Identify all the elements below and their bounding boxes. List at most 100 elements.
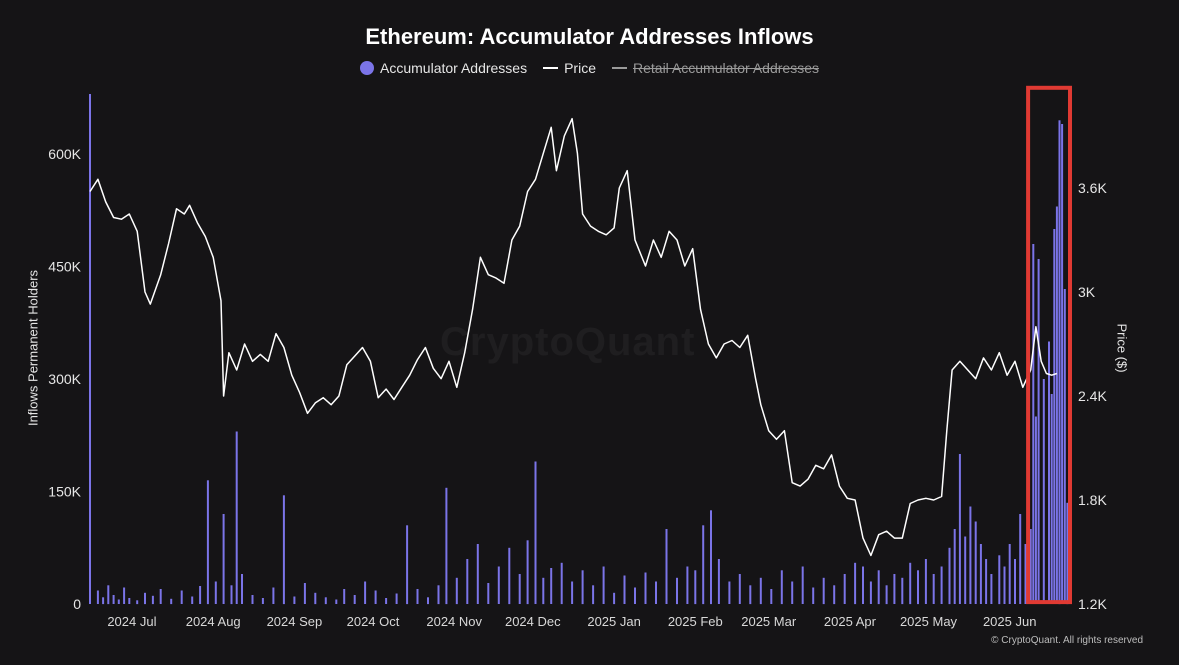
- bar: [655, 581, 657, 604]
- bar: [932, 574, 935, 604]
- y-left-axis-title: Inflows Permanent Holders: [25, 269, 41, 427]
- y-right-tick-label: 1.2K: [1078, 596, 1107, 612]
- bar: [374, 590, 377, 604]
- bar: [1024, 544, 1027, 604]
- bar: [107, 585, 110, 605]
- bar: [180, 590, 183, 604]
- x-tick-label: 2024 Oct: [347, 614, 400, 629]
- bar: [1050, 394, 1053, 604]
- bar: [526, 540, 529, 605]
- legend-item-accumulator[interactable]: Accumulator Addresses: [360, 60, 527, 76]
- y-right-tick-label: 2.4K: [1078, 388, 1107, 404]
- bar: [123, 587, 126, 604]
- highlight-box-layer: [1026, 85, 1072, 605]
- x-tick-label: 2024 Jul: [107, 614, 156, 629]
- legend-label-retail: Retail Accumulator Addresses: [633, 60, 819, 76]
- legend-label-accumulator: Accumulator Addresses: [380, 60, 528, 76]
- bar: [314, 592, 317, 605]
- bar: [117, 599, 120, 604]
- y-right-tick-label: 3.6K: [1078, 180, 1107, 196]
- x-tick-label: 2024 Sep: [267, 614, 323, 629]
- bar: [791, 581, 794, 604]
- y-right-tick-label: 3K: [1078, 284, 1096, 300]
- bar: [833, 585, 836, 605]
- bar: [222, 514, 225, 604]
- copyright-footer: © CryptoQuant. All rights reserved: [991, 635, 1143, 646]
- bar: [854, 562, 857, 605]
- bar: [901, 577, 904, 605]
- legend-dot-icon: [360, 61, 375, 75]
- bar: [1048, 341, 1050, 604]
- bar: [843, 574, 846, 604]
- bar: [1029, 529, 1032, 604]
- bar: [170, 598, 173, 605]
- bar: [710, 510, 712, 605]
- bar: [335, 599, 338, 604]
- bar: [437, 585, 440, 605]
- x-tick-label: 2024 Nov: [426, 614, 482, 629]
- bar: [343, 589, 346, 604]
- bar: [634, 587, 636, 604]
- bar: [102, 597, 105, 605]
- bar: [112, 595, 115, 604]
- bar: [812, 587, 815, 604]
- bar: [230, 585, 233, 605]
- bar: [676, 577, 678, 605]
- highlight-box: [1026, 85, 1072, 605]
- bar: [151, 595, 154, 605]
- bar: [644, 572, 647, 604]
- bar: [571, 581, 574, 604]
- bar: [862, 566, 864, 604]
- bar: [128, 598, 131, 604]
- bar: [602, 566, 605, 604]
- legend: Accumulator Addresses Price Retail Accum…: [0, 60, 1179, 76]
- bar: [1019, 514, 1022, 604]
- bar: [1066, 502, 1069, 605]
- bar: [497, 566, 500, 604]
- bar: [759, 577, 762, 605]
- legend-line-icon: [612, 67, 627, 69]
- accumulator-bars: [89, 94, 1069, 605]
- bar: [1042, 379, 1045, 604]
- bar: [406, 525, 409, 605]
- legend-label-price: Price: [564, 60, 596, 76]
- bar: [159, 589, 162, 604]
- x-tick-label: 2025 Jun: [983, 614, 1037, 629]
- bar: [1003, 566, 1006, 604]
- bar: [1063, 289, 1066, 604]
- bar: [144, 592, 146, 605]
- bar: [206, 480, 209, 605]
- bar: [445, 487, 448, 605]
- legend-item-price[interactable]: Price: [543, 60, 596, 76]
- price-line-layer: [89, 117, 1058, 557]
- y-left-tick-label: 300K: [48, 371, 81, 387]
- y-right-axis-title: Price ($): [1114, 323, 1130, 373]
- bar: [1008, 544, 1011, 604]
- bar: [364, 581, 367, 604]
- x-tick-label: 2024 Dec: [505, 614, 561, 629]
- bar: [416, 589, 419, 604]
- bar: [958, 454, 961, 604]
- bar: [592, 585, 595, 605]
- bar: [353, 595, 356, 604]
- bar: [728, 581, 731, 604]
- bar: [96, 590, 99, 604]
- bar: [1034, 416, 1037, 604]
- x-tick-label: 2025 Mar: [741, 614, 797, 629]
- bar: [917, 570, 919, 605]
- bar: [581, 570, 584, 605]
- bar: [191, 596, 194, 604]
- legend-item-retail[interactable]: Retail Accumulator Addresses: [612, 60, 819, 76]
- bar: [476, 544, 479, 604]
- bar: [893, 574, 896, 604]
- y-right-ticks: 1.2K 1.8K 2.4K 3K 3.6K: [1078, 180, 1107, 612]
- bar: [990, 574, 993, 604]
- bar: [455, 577, 458, 605]
- bar: [623, 575, 626, 604]
- bar: [998, 555, 1001, 605]
- y-right-tick-label: 1.8K: [1078, 492, 1107, 508]
- x-tick-label: 2025 May: [900, 614, 958, 629]
- bar: [385, 598, 388, 604]
- bar: [282, 495, 285, 605]
- y-left-tick-label: 450K: [48, 259, 81, 275]
